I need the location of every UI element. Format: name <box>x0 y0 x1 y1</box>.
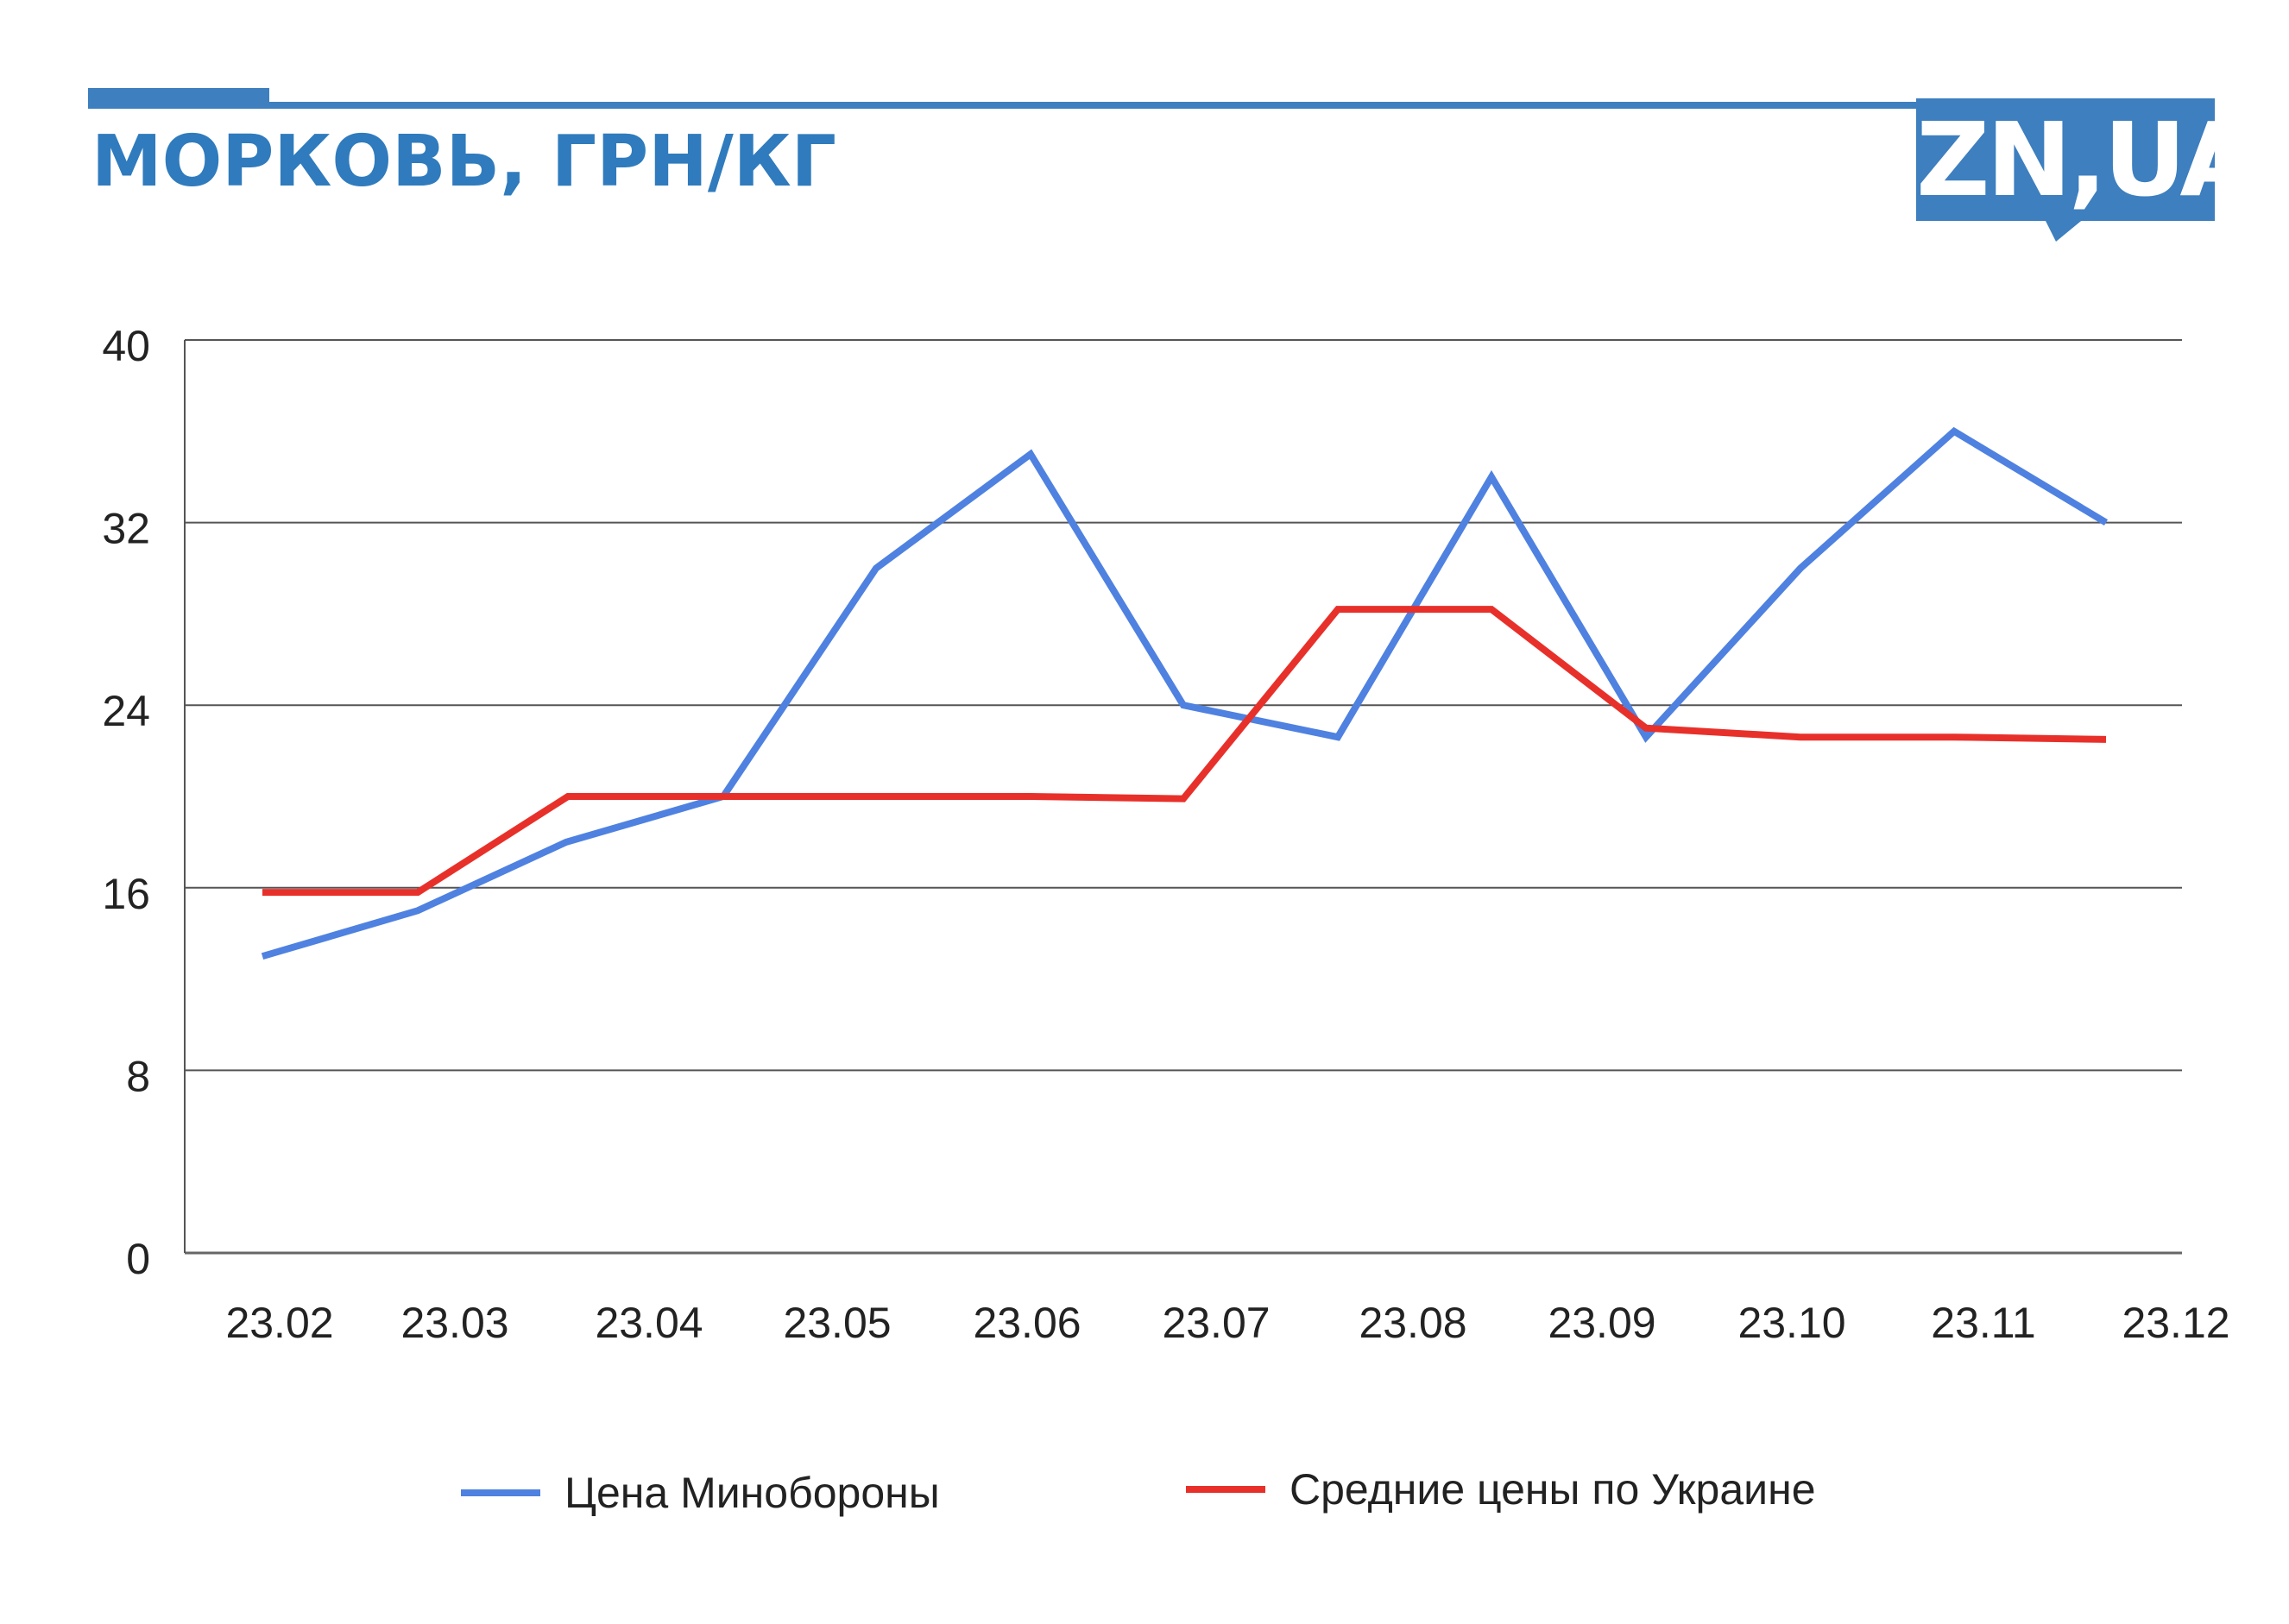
x-tick-label: 23.06 <box>973 1299 1081 1347</box>
y-tick-label: 0 <box>126 1235 150 1283</box>
series-lines <box>261 426 2109 960</box>
legend-label-2: Средние цены по Украине <box>1290 1465 1816 1514</box>
y-tick-label: 16 <box>102 870 150 918</box>
x-tick-label: 23.04 <box>595 1299 703 1347</box>
chart-title: МОРКОВЬ, ГРН/КГ <box>91 121 837 203</box>
logo-speech-tail <box>2044 217 2085 242</box>
header-rule <box>88 102 1926 109</box>
x-tick-label: 23.03 <box>400 1299 508 1347</box>
series-line-1 <box>261 426 2109 960</box>
x-tick-label: 23.11 <box>1931 1299 2035 1347</box>
series-line-2 <box>262 606 2107 897</box>
x-tick-label: 23.08 <box>1359 1299 1466 1347</box>
x-tick-label: 23.02 <box>225 1299 333 1347</box>
y-tick-label: 32 <box>102 505 150 553</box>
y-tick-label: 40 <box>102 322 150 370</box>
x-axis-ticks: 23.02 23.03 23.04 23.05 23.06 23.07 23.08 23.09… <box>225 1299 2229 1347</box>
x-tick-label: 23.09 <box>1548 1299 1655 1347</box>
x-tick-label: 23.07 <box>1162 1299 1270 1347</box>
legend: Цена Минобороны Средние цены по Украине <box>461 1465 1816 1517</box>
x-tick-label: 23.05 <box>783 1299 891 1347</box>
x-tick-label: 23.12 <box>2122 1299 2229 1347</box>
legend-label-1: Цена Минобороны <box>564 1469 940 1517</box>
y-tick-label: 8 <box>126 1052 150 1100</box>
y-tick-label: 24 <box>102 687 150 735</box>
x-tick-label: 23.10 <box>1737 1299 1845 1347</box>
y-axis-ticks: 0 8 16 24 32 40 <box>102 322 150 1283</box>
zn-ua-logo: ZN,UA <box>1916 98 2259 221</box>
